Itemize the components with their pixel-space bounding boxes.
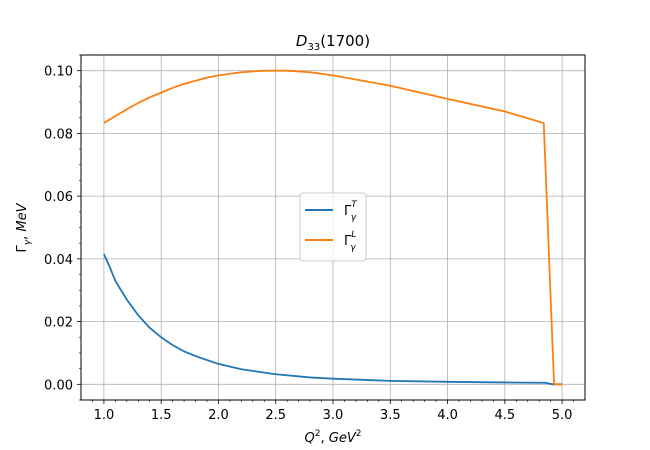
grid <box>81 55 585 400</box>
series-lines <box>103 69 563 386</box>
x-tick-label: 1.0 <box>94 408 115 423</box>
legend-label-longitudinal: ΓL γ <box>344 230 356 253</box>
series-line-longitudinal <box>103 69 563 386</box>
x-tick-label: 5.0 <box>552 408 573 423</box>
y-tick-label: 0.08 <box>44 127 73 142</box>
x-axis-label: Q2, GeV2 <box>305 429 362 446</box>
y-tick-label: 0.10 <box>44 65 73 80</box>
chart-title: D33(1700) <box>296 32 370 53</box>
x-tick-label: 2.0 <box>208 408 229 423</box>
legend-label-transverse: ΓT γ <box>344 200 358 223</box>
series-line-transverse <box>103 253 563 386</box>
x-tick-label: 1.5 <box>151 408 172 423</box>
x-tick-label: 2.5 <box>265 408 286 423</box>
x-tick-label: 3.5 <box>380 408 401 423</box>
y-tick-label: 0.02 <box>44 316 73 331</box>
x-tick-label: 4.5 <box>494 408 515 423</box>
x-tick-label: 4.0 <box>437 408 458 423</box>
y-tick-label: 0.04 <box>44 253 73 268</box>
x-axis-ticks: 1.0 1.5 2.0 2.5 3.0 3.5 4.0 4.5 5.0 <box>92 400 574 423</box>
y-tick-label: 0.00 <box>44 378 73 393</box>
legend: ΓT γ ΓL γ <box>299 192 367 262</box>
x-tick-label: 3.0 <box>323 408 344 423</box>
y-axis-label: Γγ, MeV <box>15 202 33 252</box>
y-axis-ticks: 0.00 0.02 0.04 0.06 0.08 0.10 <box>44 54 81 401</box>
y-tick-label: 0.06 <box>44 190 73 205</box>
